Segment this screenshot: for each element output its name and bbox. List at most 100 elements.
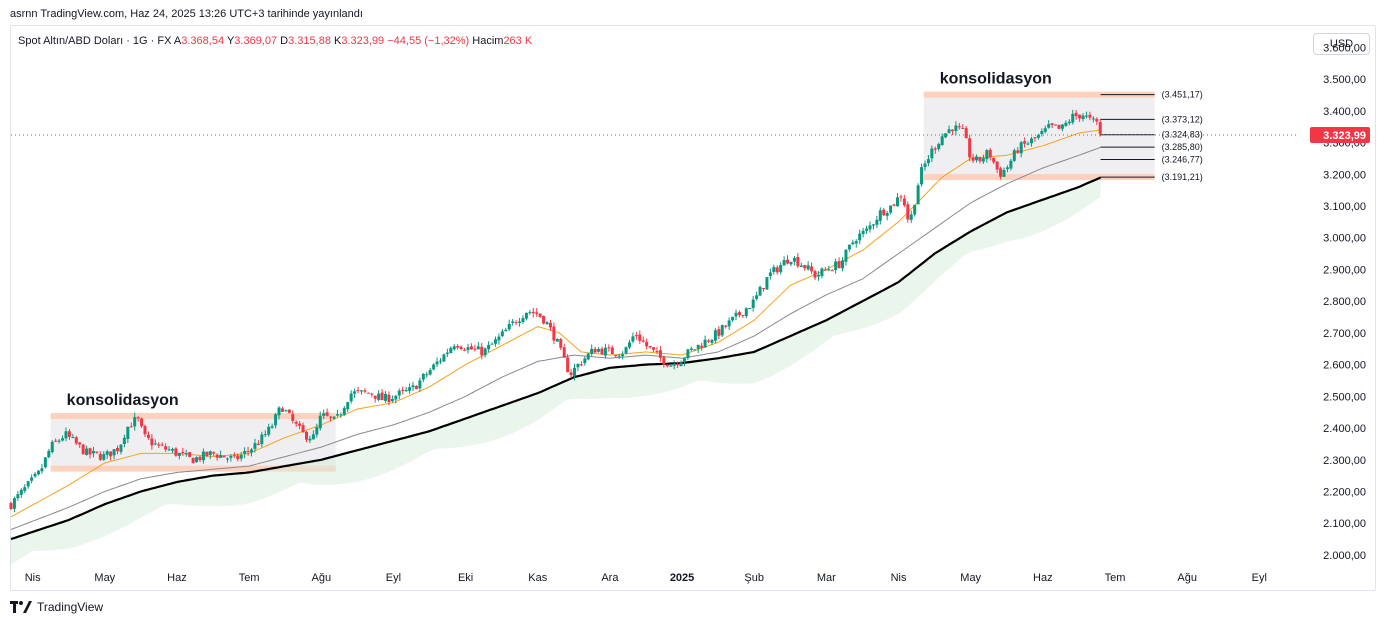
candle-down [401,389,405,391]
currency-button[interactable]: USD [1313,33,1370,55]
candle-down [652,347,656,350]
candle-up [727,320,731,327]
candle-down [906,204,910,220]
candle-up [923,163,927,168]
candle-up [799,265,803,267]
candle-down [136,417,140,419]
candle-up [483,348,487,356]
x-tick-label: Kas [528,572,547,584]
candle-down [1088,114,1092,118]
candle-up [122,437,126,445]
candle-down [459,346,463,350]
candle-up [576,363,580,368]
candle-up [250,449,254,453]
candle-down [676,364,680,366]
candle-up [1009,160,1013,169]
candle-down [548,322,552,328]
candle-up [834,261,838,270]
open-label: A [173,35,182,47]
candle-up [1060,124,1064,129]
volume-label: Hacim [472,35,504,47]
candle-up [177,452,181,456]
candle-up [133,417,137,427]
candle-up [868,225,872,230]
candle-down [140,418,144,427]
candle-down [662,357,666,365]
candle-up [703,339,707,348]
x-tick-label: Nis [891,572,907,584]
candle-up [449,348,453,354]
candle-down [988,149,992,158]
symbol-name[interactable]: Spot Altın/ABD Doları · 1G · FX [18,35,172,47]
candle-down [129,426,133,428]
candle-up [466,347,470,351]
candle-up [1081,115,1085,120]
ema-cloud [11,177,1101,565]
candle-down [552,326,556,341]
candle-down [463,349,467,351]
candle-down [109,451,113,457]
candle-up [885,213,889,216]
chart-frame[interactable] [10,25,1376,591]
candle-up [1019,142,1023,154]
candle-down [964,128,968,139]
candle-up [507,323,511,330]
zones-layer [50,91,1155,472]
candles-layer [9,109,1102,513]
candle-down [600,348,604,355]
candle-down [164,446,168,450]
candle-down [638,334,642,341]
candle-down [837,261,841,268]
candle-up [270,426,274,428]
candle-down [1057,124,1061,129]
candle-down [724,325,728,327]
candle-down [1033,137,1037,139]
candle-down [535,312,539,314]
zone-bottom-band [50,465,336,472]
candle-up [153,443,157,445]
candle-down [256,443,260,445]
y-tick-label: 2.400,00 [1323,423,1366,435]
candle-up [315,427,319,435]
candle-up [1002,170,1006,177]
tradingview-logo-icon[interactable] [10,601,32,613]
candle-up [679,362,683,367]
candle-down [181,451,185,453]
candle-up [19,489,23,495]
zone-top-band [50,412,336,419]
x-tick-label: Şub [744,572,764,584]
candle-down [737,312,741,316]
candle-down [146,434,150,438]
candle-down [957,126,961,128]
candle-down [810,266,814,272]
ema-mid-line [10,146,1101,530]
candle-down [67,431,71,437]
candle-up [359,390,363,392]
y-tick-label: 2.100,00 [1323,518,1366,530]
fib-level-label: (3.451,17) [1162,90,1203,100]
candle-down [559,339,563,348]
candle-up [30,477,34,481]
candle-up [353,391,357,394]
candle-up [851,242,855,245]
candle-down [882,209,886,216]
candle-down [538,313,542,317]
candle-up [102,454,106,460]
candle-up [47,450,51,458]
candle-up [875,219,879,225]
candle-up [1064,122,1068,126]
candle-down [830,270,834,272]
candle-up [50,441,54,453]
annotations-layer: konsolidasyon konsolidasyon [67,71,1052,409]
candle-up [239,454,243,459]
candle-up [720,325,724,336]
candle-up [201,451,205,461]
candle-up [439,360,443,362]
fib-level-label: (3.191,21) [1162,172,1203,182]
candle-down [741,314,745,316]
candle-up [332,416,336,419]
x-tick-label: Haz [1033,572,1053,584]
candle-up [184,453,188,455]
candle-down [291,414,295,421]
